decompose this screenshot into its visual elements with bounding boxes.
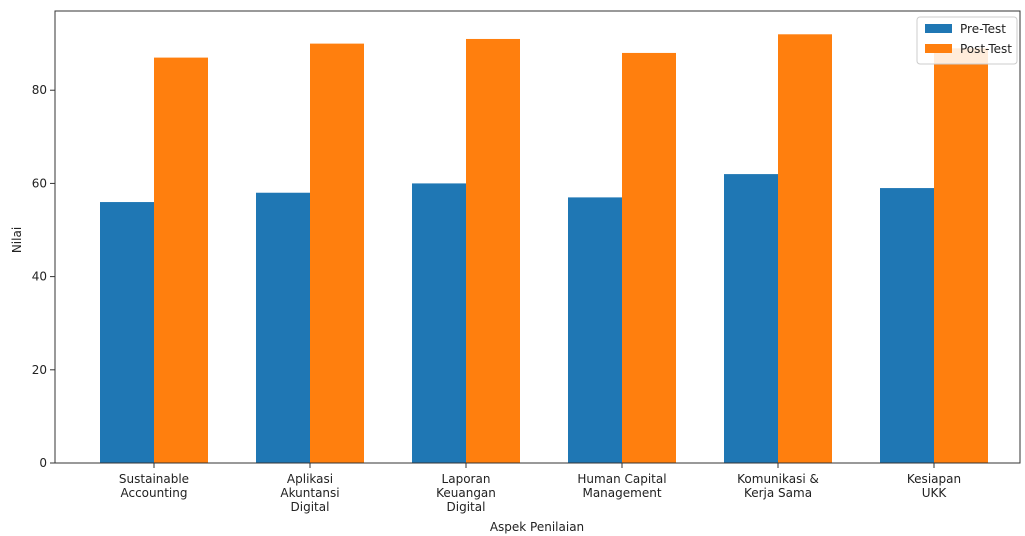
x-tick-label-6: Kesiapan UKK: [907, 472, 961, 500]
plot-frame: [54, 10, 1021, 464]
x-axis: Sustainable Accounting Aplikasi Akuntansi Di…: [119, 463, 961, 514]
legend-swatch-pre-test: [925, 24, 952, 33]
y-tick-label-60: 60: [32, 176, 47, 190]
x-tick-label-3: Laporan Keuangan Digital: [436, 472, 496, 514]
y-tick-label-20: 20: [32, 363, 47, 377]
bars-layer: [100, 34, 988, 464]
post-test-bar-1: [154, 57, 208, 464]
x-axis-label: Aspek Penilaian: [490, 520, 584, 534]
y-tick-label-80: 80: [32, 83, 47, 97]
pre-test-bar-2: [256, 192, 310, 463]
post-test-bar-4: [622, 52, 676, 464]
pre-test-bar-5: [724, 174, 778, 464]
legend-swatch-post-test: [925, 44, 952, 53]
x-tick-label-4: Human Capital Management: [577, 472, 666, 500]
legend-label-pre-test: Pre-Test: [960, 22, 1006, 36]
post-test-bar-5: [778, 34, 832, 463]
y-axis: 0 20 40 60 80: [32, 83, 55, 470]
post-test-bar-6: [934, 48, 988, 463]
pre-test-bar-6: [880, 188, 934, 464]
y-axis-label: Nilai: [10, 227, 24, 253]
y-tick-label-0: 0: [39, 456, 47, 470]
post-test-bar-2: [310, 43, 364, 463]
legend: Pre-Test Post-Test: [916, 16, 1018, 65]
x-tick-label-1: Sustainable Accounting: [119, 472, 189, 500]
x-tick-label-5: Komunikasi & Kerja Sama: [737, 472, 819, 500]
legend-label-post-test: Post-Test: [960, 42, 1012, 56]
pre-test-bar-3: [412, 183, 466, 464]
pre-test-bar-4: [568, 197, 622, 463]
pre-test-bar-1: [100, 202, 154, 463]
y-tick-label-40: 40: [32, 270, 47, 284]
post-test-bar-3: [466, 38, 520, 463]
x-tick-label-2: Aplikasi Akuntansi Digital: [280, 472, 339, 514]
